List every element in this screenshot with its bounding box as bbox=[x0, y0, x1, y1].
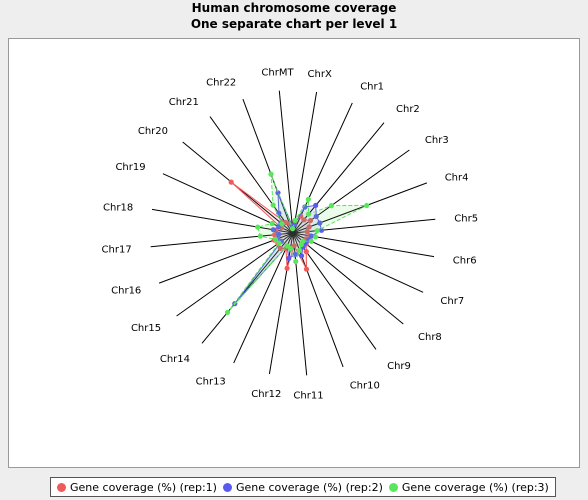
axis-label-chr14: Chr14 bbox=[160, 354, 190, 365]
legend-item-rep1: Gene coverage (%) (rep:1) bbox=[57, 481, 217, 494]
data-point-rep3-chr9 bbox=[298, 242, 304, 248]
data-point-rep3-chr10 bbox=[296, 247, 303, 253]
data-point-rep3-chr13 bbox=[284, 243, 290, 249]
axis-label-chr12: Chr12 bbox=[251, 389, 281, 400]
data-point-rep3-chrx bbox=[292, 217, 298, 223]
axis-label-chr6: Chr6 bbox=[453, 256, 477, 267]
spoke-chr22 bbox=[242, 98, 294, 234]
data-point-rep2-chr10 bbox=[298, 253, 305, 259]
spoke-chr8 bbox=[292, 232, 404, 325]
data-point-rep1-chr20 bbox=[228, 179, 234, 185]
legend-marker-rep1 bbox=[57, 482, 66, 492]
data-point-rep2-chr2 bbox=[313, 202, 319, 208]
axis-label-chr20: Chr20 bbox=[138, 126, 168, 137]
axis-label-chr3: Chr3 bbox=[425, 135, 449, 146]
data-point-rep3-chr18 bbox=[255, 224, 261, 230]
plot-area: ChrMT ChrX Chr1 Chr2 Chr3 Chr4 Chr5 Chr6 Chr7 Chr… bbox=[8, 38, 580, 468]
data-point-rep2-chr18 bbox=[270, 227, 276, 233]
data-point-rep3-chr17 bbox=[257, 233, 263, 239]
data-point-rep3-chr22 bbox=[268, 171, 274, 177]
chart-legend: Gene coverage (%) (rep:1) Gene coverage … bbox=[50, 477, 556, 497]
axis-label-chr21: Chr21 bbox=[169, 97, 199, 108]
data-point-rep2-chr1 bbox=[302, 204, 308, 210]
axis-label-chr22: Chr22 bbox=[206, 77, 236, 88]
data-point-rep1-chr12 bbox=[284, 265, 290, 271]
data-point-rep2-chr6 bbox=[308, 233, 314, 239]
axis-label-chr10: Chr10 bbox=[350, 381, 380, 392]
spoke-chr7 bbox=[292, 232, 424, 293]
data-point-rep2-chr3 bbox=[313, 213, 319, 219]
data-point-rep1-chr3 bbox=[307, 217, 314, 224]
spoke-chrmt bbox=[278, 90, 294, 234]
data-point-rep2-chr17 bbox=[276, 231, 282, 237]
data-point-rep3-chr2 bbox=[305, 211, 312, 217]
data-point-rep3-chr11 bbox=[293, 258, 299, 265]
radar-chart: ChrMT ChrX Chr1 Chr2 Chr3 Chr4 Chr5 Chr6 Chr7 Chr… bbox=[102, 68, 479, 402]
axis-label-chr8: Chr8 bbox=[418, 332, 442, 343]
data-point-rep1-chr4 bbox=[306, 224, 312, 230]
axis-label-chr18: Chr18 bbox=[103, 202, 133, 213]
legend-label-rep2: Gene coverage (%) (rep:2) bbox=[235, 480, 383, 494]
data-point-rep1-chr10 bbox=[303, 266, 310, 272]
axis-label-chrmt: ChrMT bbox=[261, 68, 294, 79]
chart-title: Human chromosome coverage bbox=[191, 1, 397, 15]
data-point-rep2-chr4 bbox=[317, 220, 323, 226]
axis-label-chr16: Chr16 bbox=[111, 286, 141, 297]
data-point-rep2-chr5 bbox=[318, 227, 325, 233]
spoke-chr16 bbox=[158, 232, 294, 284]
data-point-rep3-chr4 bbox=[364, 202, 370, 209]
axis-label-chr2: Chr2 bbox=[396, 104, 420, 115]
legend-item-rep3: Gene coverage (%) (rep:3) bbox=[388, 480, 549, 494]
chart-title-block: Human chromosome coverage One separate c… bbox=[0, 0, 588, 32]
axis-label-chr13: Chr13 bbox=[196, 376, 226, 387]
axis-label-chr4: Chr4 bbox=[445, 172, 469, 183]
axis-label-chr9: Chr9 bbox=[387, 361, 411, 372]
data-point-rep2-chr12 bbox=[286, 255, 292, 261]
spoke-chr17 bbox=[150, 232, 294, 248]
data-point-rep3-chr6 bbox=[313, 234, 319, 240]
spoke-chr15 bbox=[176, 232, 294, 317]
data-point-rep3-chr21 bbox=[270, 202, 276, 208]
axis-label-chr1: Chr1 bbox=[360, 82, 384, 93]
legend-label-rep1: Gene coverage (%) (rep:1) bbox=[70, 480, 217, 494]
data-point-rep3-chr15 bbox=[276, 240, 282, 246]
data-point-rep1-chr11 bbox=[291, 243, 297, 249]
legend-marker-rep2 bbox=[222, 482, 232, 492]
axis-label-chr11: Chr11 bbox=[293, 390, 323, 401]
axis-label-chr5: Chr5 bbox=[454, 214, 478, 225]
spoke-chr14 bbox=[201, 232, 294, 344]
legend-item-rep2: Gene coverage (%) (rep:2) bbox=[222, 480, 383, 494]
chart-subtitle: One separate chart per level 1 bbox=[190, 17, 398, 31]
spoke-chr4 bbox=[292, 182, 428, 234]
legend-label-rep3: Gene coverage (%) (rep:3) bbox=[401, 480, 549, 494]
data-point-rep1-chr14 bbox=[277, 245, 283, 251]
data-point-rep3-chr14 bbox=[224, 309, 231, 315]
data-point-rep3-chrmt bbox=[290, 226, 296, 232]
spoke-chr13 bbox=[233, 232, 294, 364]
legend-marker-rep3 bbox=[388, 482, 398, 492]
spoke-chrx bbox=[292, 91, 318, 234]
data-point-rep3-chr1 bbox=[305, 196, 311, 202]
axis-label-chrx: ChrX bbox=[308, 69, 332, 80]
axis-label-chr17: Chr17 bbox=[102, 245, 132, 256]
data-point-rep3-chr19 bbox=[269, 220, 275, 227]
data-point-rep1-chr9 bbox=[303, 249, 309, 255]
axis-label-chr7: Chr7 bbox=[440, 296, 464, 307]
data-point-rep1-chr2 bbox=[301, 217, 307, 223]
data-point-rep3-chr3 bbox=[328, 203, 334, 209]
data-point-rep3-chr5 bbox=[314, 228, 320, 234]
axis-label-chr19: Chr19 bbox=[115, 162, 145, 173]
data-point-rep1-chr17 bbox=[271, 232, 278, 238]
data-point-rep3-chr7 bbox=[308, 238, 314, 244]
data-point-rep3-chr16 bbox=[273, 236, 279, 243]
data-point-rep1-chr1 bbox=[298, 213, 304, 219]
data-point-rep1-chr5 bbox=[304, 229, 310, 235]
spoke-chr18 bbox=[151, 208, 294, 234]
data-point-rep3-chr20 bbox=[279, 221, 285, 227]
axis-label-chr15: Chr15 bbox=[131, 323, 161, 334]
